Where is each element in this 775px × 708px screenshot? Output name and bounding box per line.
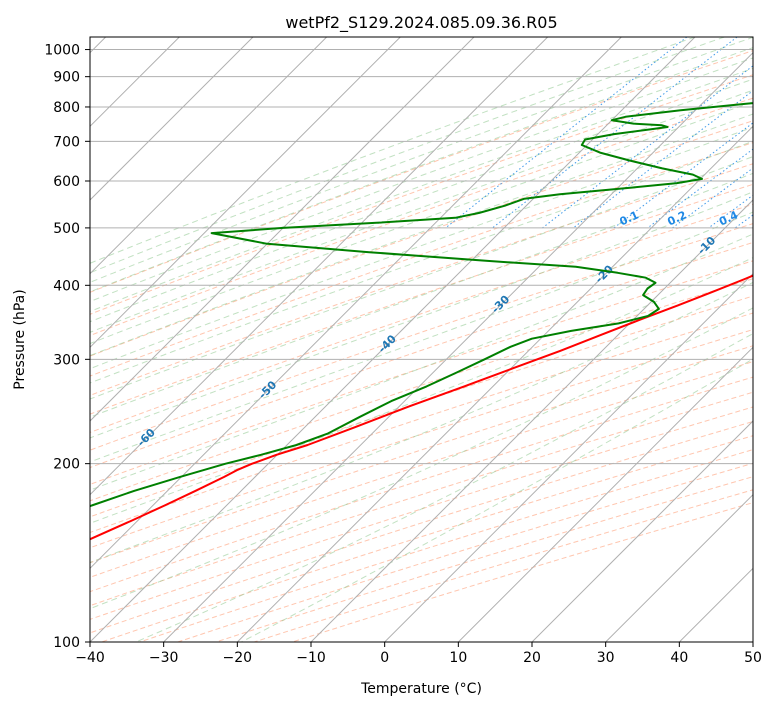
x-tick-label: 20: [523, 650, 541, 666]
temperature-profile-line: [90, 274, 753, 541]
isotherm-line: [90, 37, 328, 275]
plot-area: -100-90-80-70-60-50-40-30-20-10010203040…: [14, 37, 773, 642]
y-tick-label: 100: [53, 635, 80, 651]
mixing-ratio-line: [672, 167, 753, 229]
y-axis-ticks: 100 200 300 400 500 600 700 800 900 1000: [44, 43, 90, 651]
x-tick-label: 10: [449, 650, 467, 666]
mixing-ratio-line: [734, 214, 753, 229]
mixing-ratio-lines: [445, 37, 753, 229]
y-tick-label: 1000: [44, 43, 80, 59]
isotherm-grid: [90, 37, 753, 642]
dry-adiabat: [101, 435, 753, 642]
dry-adiabat: [90, 223, 753, 451]
moist-adiabat: [135, 333, 753, 642]
dry-adiabat: [90, 50, 753, 293]
isotherm-line: [678, 567, 753, 642]
dry-adiabat: [90, 391, 753, 607]
isotherm-line: [531, 420, 753, 642]
y-tick-label: 200: [53, 457, 80, 473]
moist-adiabat: [90, 257, 753, 524]
isotherm-label: -60: [135, 426, 158, 449]
isotherm-line: [310, 199, 753, 642]
isotherm-label: -70: [14, 473, 37, 496]
y-tick-label: 400: [53, 278, 80, 294]
dry-adiabat: [90, 278, 753, 502]
y-tick-label: 300: [53, 352, 80, 368]
isotherm-line: [752, 641, 753, 642]
chart-title: wetPf2_S129.2024.085.09.36.R05: [285, 13, 557, 33]
mixing-ratio-labels: 0.10.20.40.611.52346810131620253036: [618, 208, 773, 228]
moist-adiabat: [90, 89, 753, 333]
isotherm-line: [90, 37, 549, 496]
x-axis-ticks: −40 −30 −20 −10 0 10 20 30 40 50: [75, 642, 762, 666]
x-axis-label: Temperature (°C): [360, 681, 482, 697]
dry-adiabat: [90, 142, 753, 377]
dry-adiabat: [90, 97, 753, 337]
x-tick-label: −20: [223, 650, 253, 666]
moist-adiabat: [90, 281, 753, 564]
dry-adiabat: [90, 163, 753, 396]
x-tick-label: −40: [75, 650, 105, 666]
x-tick-label: 0: [380, 650, 389, 666]
y-tick-label: 500: [53, 221, 80, 237]
isobar-grid: [90, 49, 753, 642]
y-axis-label: Pressure (hPa): [12, 289, 28, 389]
moist-adiabat: [241, 358, 753, 642]
dry-adiabat: [90, 241, 753, 469]
moist-adiabat: [90, 233, 753, 491]
moist-adiabat: [90, 67, 753, 313]
isotherm-line: [90, 37, 475, 422]
x-tick-label: 40: [670, 650, 688, 666]
isotherm-line: [605, 493, 753, 642]
plot-frame: [89, 36, 754, 643]
isotherm-line: [236, 125, 753, 642]
isotherm-line: [457, 346, 753, 642]
dewpoint-profile-line: [90, 102, 753, 508]
sounding-series: [90, 102, 753, 541]
moist-adiabat: [90, 156, 753, 400]
isotherm-line: [90, 37, 401, 349]
mixing-ratio-line: [572, 90, 753, 229]
mixing-ratio-label: 0.1: [618, 208, 641, 228]
moist-adiabat: [90, 57, 753, 303]
isotherm-line: [163, 51, 753, 642]
isotherm-line: [90, 37, 622, 570]
moist-adiabat: [90, 113, 753, 357]
dry-adiabat: [90, 345, 753, 564]
y-tick-label: 700: [53, 134, 80, 150]
x-tick-label: −30: [149, 650, 179, 666]
moist-adiabat: [90, 172, 753, 418]
isotherm-line: [384, 272, 753, 642]
moist-adiabat: [90, 37, 725, 274]
dry-adiabat: [90, 329, 753, 549]
y-tick-label: 800: [53, 100, 80, 116]
moist-adiabat: [90, 37, 696, 264]
moist-adiabat: [90, 78, 753, 323]
dry-adiabat: [90, 312, 753, 534]
isotherm-line: [90, 37, 254, 201]
y-tick-label: 900: [53, 70, 80, 86]
isotherm-label: -20: [593, 262, 616, 285]
moist-adiabat: [90, 47, 753, 293]
moist-adiabat: [90, 211, 753, 463]
dry-adiabat: [90, 376, 753, 593]
y-tick-label: 600: [53, 174, 80, 190]
dry-adiabat: [292, 502, 753, 642]
mixing-ratio-label: 0.6: [750, 208, 773, 228]
dry-adiabat: [177, 462, 753, 642]
x-tick-label: 50: [744, 650, 762, 666]
mixing-ratio-line: [542, 65, 753, 229]
x-tick-label: 30: [597, 650, 615, 666]
mixing-ratio-label: 0.4: [717, 208, 740, 228]
x-tick-label: −10: [296, 650, 326, 666]
moist-adiabat: [90, 126, 753, 370]
